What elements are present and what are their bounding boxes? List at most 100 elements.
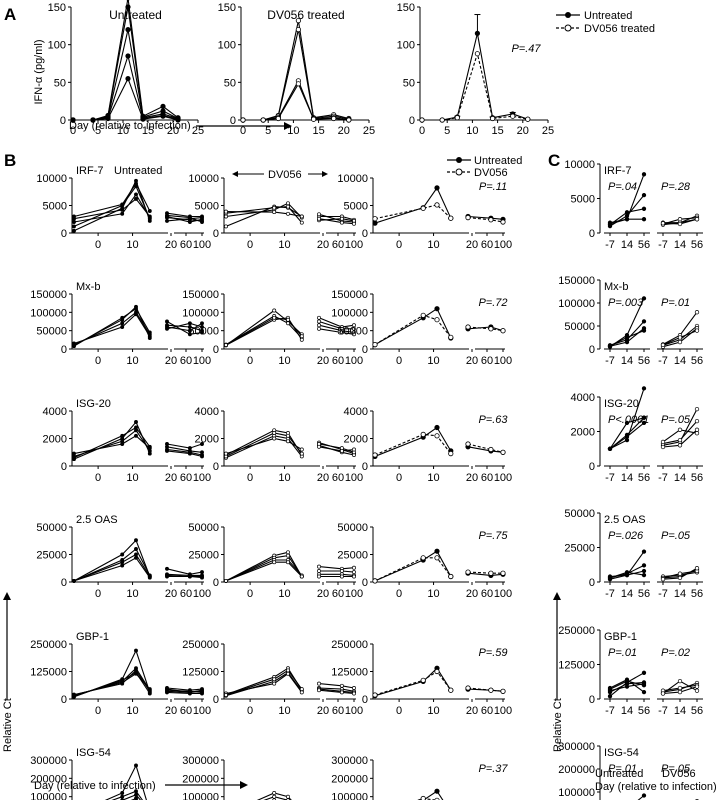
B-ISG-20-c-point bbox=[641, 386, 647, 391]
B-2.5-OAS-treated-series-line-late bbox=[319, 573, 355, 576]
B-GBP-1-treated-y-tick-label: 0 bbox=[213, 694, 219, 706]
B-Mx-b-treated-y-tick-label: 100000 bbox=[182, 307, 219, 319]
B-GBP-1-untreated-x-tick-label: 100 bbox=[193, 705, 211, 717]
B-2.5-OAS-c-pvalue: P=.026 bbox=[608, 530, 644, 542]
B-Mx-b-mean-point bbox=[372, 341, 378, 348]
B-ISG-20-mean-series-line bbox=[374, 433, 452, 456]
B-Mx-b-treated-point bbox=[272, 308, 277, 313]
B-ISG-20-mean-x-tick-label: 60 bbox=[481, 472, 493, 484]
B-Mx-b-treated-series-line bbox=[225, 317, 303, 346]
B-2.5-OAS-treated-point bbox=[339, 569, 344, 573]
B-ISG-20-mean-y-tick-label: 4000 bbox=[344, 406, 368, 418]
B-2.5-OAS-annotation: P=.75 bbox=[478, 530, 508, 542]
B-GBP-1-treated-point bbox=[339, 690, 344, 695]
B-Mx-b-untreated-point bbox=[147, 334, 152, 339]
B-ISG-20-treated-y-tick-label: 4000 bbox=[195, 406, 219, 418]
B-GBP-1-treated-point bbox=[352, 686, 356, 690]
B-Mx-b-mean-x-tick-label: 60 bbox=[481, 355, 493, 367]
B-ISG-54-untreated-point bbox=[134, 789, 138, 794]
B-2.5-OAS-c-point bbox=[641, 568, 647, 574]
B-ISG-20-mean-point bbox=[420, 431, 426, 437]
B-IRF-7-untreated-x-tick-label: 20 bbox=[165, 239, 177, 251]
B-GBP-1-c-x-tick-label: -7 bbox=[605, 705, 615, 717]
B-GBP-1-mean-point bbox=[448, 687, 454, 693]
B-2.5-OAS-untreated-series-line bbox=[73, 539, 151, 582]
c-ylabel: Relative Ct bbox=[552, 698, 564, 752]
B-Mx-b-c-x-tick-label: 14 bbox=[621, 355, 633, 367]
B-ISG-20-treated-series-line bbox=[225, 435, 303, 459]
B-IRF-7-c-x-tick-label: 14 bbox=[621, 239, 633, 251]
B-ISG-20-c-x-tick-label: 14 bbox=[621, 472, 633, 484]
B-IRF-7-treated-point bbox=[286, 201, 290, 206]
B-Mx-b-c-y-tick-label: 0 bbox=[589, 344, 595, 356]
A-mean-x-tick-label: 20 bbox=[517, 125, 529, 137]
B-IRF-7-mean-point bbox=[465, 215, 471, 221]
B-Mx-b-untreated-point bbox=[120, 321, 125, 326]
B-2.5-OAS-untreated-series-line-late bbox=[167, 575, 203, 579]
panel-label-c: C bbox=[548, 151, 560, 170]
B-ISG-20-treated-x-tick-label: 20 bbox=[317, 472, 329, 484]
B-ISG-20-treated-point bbox=[272, 436, 277, 441]
B-2.5-OAS-mean-y-tick-label: 25000 bbox=[337, 550, 368, 562]
B-IRF-7-treated-point bbox=[224, 214, 228, 219]
B-Mx-b-mean-x-tick-label: 100 bbox=[494, 355, 512, 367]
A-treated-point bbox=[295, 81, 301, 87]
B-GBP-1-c-x-tick-label: 56 bbox=[691, 705, 703, 717]
B-ISG-20-c-point bbox=[694, 431, 700, 436]
B-ISG-54-untreated-point bbox=[120, 791, 125, 795]
B-ISG-20-c-point bbox=[694, 418, 700, 424]
B-IRF-7-mean-x-tick-label: 20 bbox=[466, 239, 478, 251]
B-IRF-7-untreated-point bbox=[187, 214, 192, 219]
B-2.5-OAS-c-point bbox=[641, 572, 647, 578]
B-Mx-b-mean-point bbox=[434, 306, 440, 312]
A-untreated-point bbox=[70, 117, 76, 123]
B-Mx-b-untreated-point bbox=[187, 328, 192, 333]
B-GBP-1-treated-point bbox=[352, 691, 356, 696]
B-ISG-54-treated-point bbox=[272, 794, 277, 799]
B-IRF-7-c-point bbox=[660, 221, 666, 226]
B-Mx-b-treated-point bbox=[286, 317, 290, 322]
B-ISG-54-treated-y-tick-label: 100000 bbox=[182, 792, 219, 800]
B-2.5-OAS-untreated-x-tick-label: 100 bbox=[193, 588, 211, 600]
B-Mx-b-untreated-series-line bbox=[73, 307, 151, 347]
A-treated-y-tick-label: 150 bbox=[218, 2, 236, 14]
B-IRF-7-treated-y-tick-label: 10000 bbox=[188, 173, 219, 185]
A-untreated-point bbox=[90, 117, 96, 123]
B-ISG-20-mean-x-tick-label: 100 bbox=[494, 472, 512, 484]
B-GBP-1-c-pvalue: P=.01 bbox=[608, 647, 637, 659]
B-Mx-b-annotation: P=.72 bbox=[478, 297, 507, 309]
A-treated-y-tick-label: 100 bbox=[218, 40, 236, 52]
B-2.5-OAS-mean-x-tick-label: 20 bbox=[466, 588, 478, 600]
B-IRF-7-untreated-point bbox=[165, 211, 169, 216]
B-GBP-1-untreated-point bbox=[134, 671, 138, 676]
B-ISG-20-c-point bbox=[660, 444, 666, 450]
B-2.5-OAS-c-y-tick-label: 0 bbox=[589, 577, 595, 589]
B-GBP-1-treated-point bbox=[317, 681, 321, 686]
B-Mx-b-c-point bbox=[607, 343, 613, 348]
A-untreated-title: Untreated bbox=[109, 8, 162, 22]
B-ISG-20-treated-point bbox=[352, 447, 356, 452]
B-2.5-OAS-treated-series-line bbox=[225, 559, 303, 582]
B-IRF-7-c-x-tick-label: 56 bbox=[638, 239, 650, 251]
B-ISG-20-untreated-point bbox=[72, 451, 76, 456]
A-mean-x-tick-label: 0 bbox=[419, 125, 425, 137]
B-GBP-1-c-x-tick-label: 14 bbox=[674, 705, 686, 717]
B-IRF-7-untreated-point bbox=[165, 218, 169, 223]
B-ISG-20-c-x-tick-label: 56 bbox=[691, 472, 703, 484]
B-ISG-20-treated-x-tick-label: 0 bbox=[247, 472, 253, 484]
B-ISG-20-untreated-point bbox=[147, 444, 152, 449]
legend-b-untreated: Untreated bbox=[474, 155, 522, 167]
B-ISG-54-c-y-tick-label: 300000 bbox=[558, 741, 595, 753]
B-IRF-7-untreated-series-line bbox=[73, 185, 151, 227]
B-ISG-20-untreated-series-line bbox=[73, 435, 151, 455]
B-Mx-b-c-point bbox=[641, 296, 647, 301]
A-treated-point bbox=[275, 115, 281, 122]
B-GBP-1-mean-point bbox=[465, 685, 471, 691]
B-2.5-OAS-mean-point bbox=[420, 555, 426, 561]
A-mean-point bbox=[489, 115, 496, 122]
B-IRF-7-mean-point bbox=[372, 220, 378, 226]
B-ISG-20-c-x-tick-label: -7 bbox=[605, 472, 615, 484]
B-2.5-OAS-untreated-y-tick-label: 0 bbox=[61, 577, 67, 589]
B-GBP-1-untreated-point bbox=[165, 689, 169, 694]
